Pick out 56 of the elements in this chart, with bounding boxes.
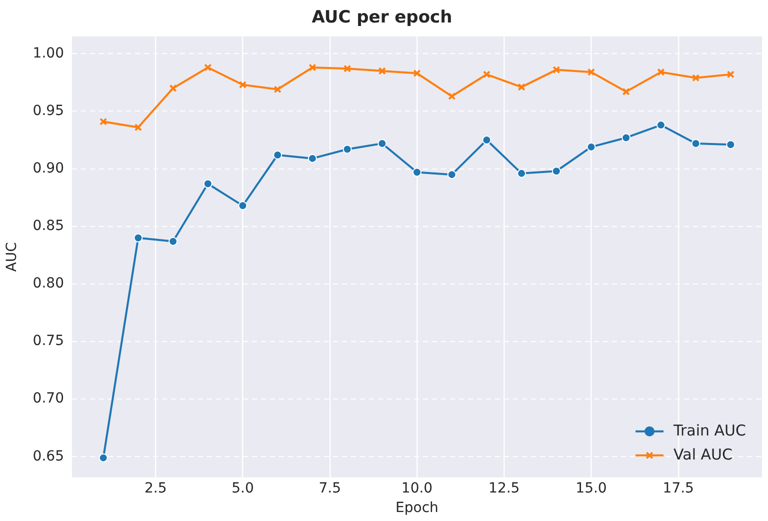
point: [343, 64, 352, 72]
point: [447, 170, 456, 180]
point: [273, 150, 282, 160]
legend-label: Train AUC: [672, 421, 746, 440]
point: [482, 70, 491, 78]
point: [586, 142, 596, 152]
point: [552, 166, 561, 176]
y-tick-label: 0.70: [32, 390, 64, 407]
point: [378, 138, 387, 148]
y-tick-label: 0.85: [32, 218, 64, 234]
x-tick-label: 15.0: [576, 480, 607, 496]
point: [622, 133, 631, 142]
legend-label: Val AUC: [674, 445, 732, 464]
point: [656, 120, 666, 130]
point: [134, 124, 142, 132]
point: [238, 201, 248, 210]
point: [657, 68, 665, 76]
point: [691, 138, 700, 148]
point: [308, 154, 317, 163]
point: [692, 74, 700, 82]
y-axis-title: AUC: [4, 242, 20, 272]
y-tick-label: 0.95: [32, 102, 64, 119]
x-tick-label: 2.5: [144, 480, 167, 496]
point: [308, 64, 316, 72]
point: [482, 136, 492, 145]
y-tick-label: 0.65: [32, 448, 64, 464]
y-tick-label: 0.75: [32, 333, 64, 350]
point: [204, 64, 212, 72]
x-axis-title: Epoch: [396, 500, 438, 516]
point: [622, 88, 630, 96]
chart-title: AUC per epoch: [312, 8, 452, 28]
y-tick-label: 0.90: [32, 160, 64, 176]
y-tick-label: 0.80: [32, 276, 64, 292]
y-tick-label: 1.00: [32, 45, 64, 62]
point: [134, 233, 143, 242]
point: [552, 66, 560, 74]
point: [412, 168, 422, 177]
point: [413, 69, 421, 78]
point: [168, 236, 178, 246]
x-tick-label: 17.5: [662, 480, 694, 496]
point: [238, 80, 247, 89]
point: [726, 140, 736, 150]
point: [517, 168, 526, 178]
x-tick-label: 10.0: [401, 480, 433, 496]
point: [587, 68, 596, 76]
x-tick-label: 12.5: [488, 480, 520, 496]
point: [169, 84, 177, 92]
point: [518, 83, 526, 91]
point: [342, 144, 352, 154]
x-tick-label: 7.5: [318, 480, 341, 496]
point: [274, 86, 282, 94]
x-tick-label: 5.0: [232, 480, 254, 496]
point: [448, 92, 456, 100]
point: [203, 179, 212, 188]
point: [98, 453, 108, 462]
point: [378, 67, 386, 75]
